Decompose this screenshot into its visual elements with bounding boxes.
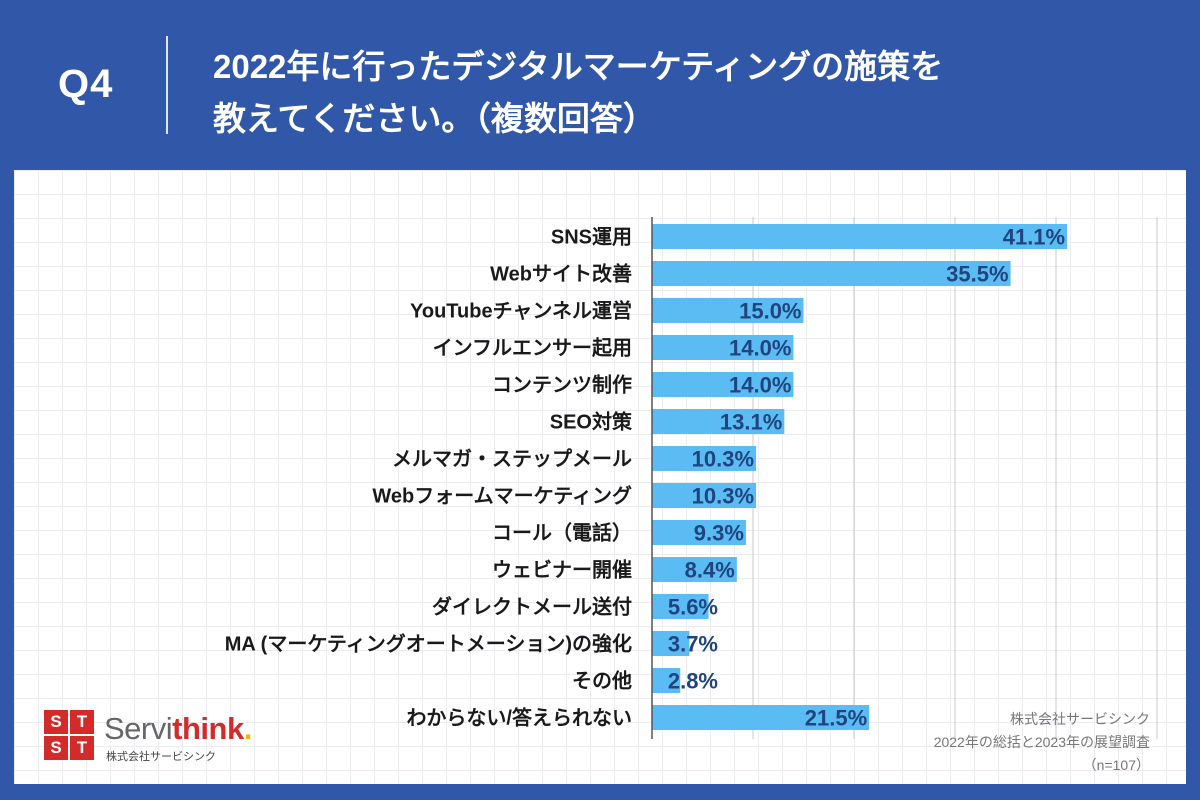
question-title-line-2: 教えてください。（複数回答） bbox=[213, 100, 656, 137]
value-label: 21.5% bbox=[805, 706, 867, 731]
logo-wordmark-dot: . bbox=[243, 711, 253, 746]
category-label: ウェビナー開催 bbox=[492, 558, 632, 582]
bar bbox=[652, 594, 709, 619]
bar bbox=[652, 409, 785, 434]
value-label: 10.3% bbox=[692, 484, 754, 509]
logo-company-name: 株式会社サービシンク bbox=[106, 751, 216, 763]
source-company: 株式会社サービシンク bbox=[1010, 711, 1150, 727]
bar bbox=[652, 705, 870, 730]
value-label: 10.3% bbox=[692, 447, 754, 472]
bar-chart: SNS運用 41.1% Webサイト改善 35.5% YouTubeチャンネル運営 15.… bbox=[225, 217, 1158, 739]
value-label: 41.1% bbox=[1003, 225, 1065, 250]
category-label: ダイレクトメール送付 bbox=[432, 595, 632, 619]
question-number: Q4 bbox=[58, 62, 114, 106]
header-divider bbox=[166, 36, 168, 134]
category-label: メルマガ・ステップメール bbox=[392, 448, 632, 471]
header: Q4 2022年に行ったデジタルマーケティングの施策を 教えてください。（複数回… bbox=[0, 0, 1200, 170]
servithink-logo: S T S T Servithink. 株式会社サービシンク bbox=[44, 710, 304, 770]
logo-square-t-top: T bbox=[70, 710, 94, 734]
bar bbox=[652, 483, 757, 508]
category-label: わからない/答えられない bbox=[406, 706, 632, 730]
value-label: 13.1% bbox=[720, 410, 782, 435]
chart-panel: SNS運用 41.1% Webサイト改善 35.5% YouTubeチャンネル運営 15.… bbox=[14, 170, 1186, 784]
logo-square-s-top: S bbox=[44, 710, 68, 734]
value-label: 8.4% bbox=[685, 558, 735, 583]
category-label: Webサイト改善 bbox=[490, 262, 632, 286]
logo-wordmark-think: think bbox=[172, 711, 244, 746]
category-label: Webフォームマーケティング bbox=[372, 484, 632, 508]
value-label: 14.0% bbox=[729, 336, 791, 361]
bar bbox=[652, 520, 746, 545]
value-label: 9.3% bbox=[694, 521, 744, 546]
category-label: インフルエンサー起用 bbox=[433, 337, 632, 360]
logo-square-s-bottom: S bbox=[44, 736, 68, 760]
bar bbox=[652, 335, 794, 360]
bar bbox=[652, 446, 757, 471]
value-label: 2.8% bbox=[668, 669, 718, 694]
value-label: 3.7% bbox=[668, 632, 718, 657]
category-label: その他 bbox=[572, 669, 632, 693]
category-label: YouTubeチャンネル運営 bbox=[410, 299, 632, 323]
logo-wordmark: Servithink. bbox=[104, 711, 252, 747]
category-label: SNS運用 bbox=[551, 226, 632, 249]
value-label: 5.6% bbox=[668, 595, 718, 620]
bar bbox=[652, 224, 1068, 249]
value-label: 14.0% bbox=[729, 373, 791, 398]
bar bbox=[652, 372, 794, 397]
bar bbox=[652, 668, 681, 693]
category-label: コール（電話） bbox=[492, 521, 632, 545]
bar bbox=[652, 631, 690, 656]
category-label: コンテンツ制作 bbox=[492, 373, 632, 397]
logo-square-t-bottom: T bbox=[70, 736, 94, 760]
bar bbox=[652, 261, 1011, 286]
question-title-line-1: 2022年に行ったデジタルマーケティングの施策を bbox=[213, 48, 944, 85]
value-label: 35.5% bbox=[946, 262, 1008, 287]
bar bbox=[652, 557, 737, 582]
source-note: 株式会社サービシンク 2022年の総括と2023年の展望調査 （n=107） bbox=[934, 708, 1150, 777]
category-label: MA (マーケティングオートメーション)の強化 bbox=[225, 632, 632, 656]
value-label: 15.0% bbox=[739, 299, 801, 324]
source-sample-size: （n=107） bbox=[1082, 757, 1150, 773]
source-survey-name: 2022年の総括と2023年の展望調査 bbox=[933, 734, 1150, 750]
bar bbox=[652, 298, 804, 323]
category-label: SEO対策 bbox=[550, 410, 633, 434]
logo-wordmark-servi: Servi bbox=[104, 711, 173, 746]
